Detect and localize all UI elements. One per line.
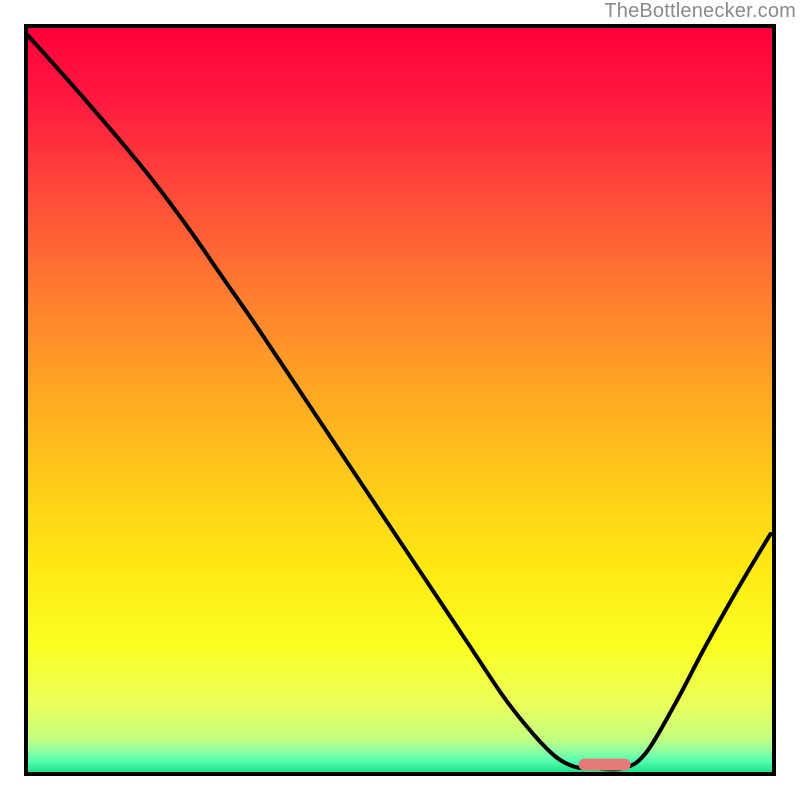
bottleneck-chart xyxy=(0,0,800,800)
valley-marker xyxy=(579,759,631,771)
plot-background xyxy=(28,28,772,772)
watermark-text: TheBottlenecker.com xyxy=(604,0,796,23)
chart-root: TheBottlenecker.com xyxy=(0,0,800,800)
